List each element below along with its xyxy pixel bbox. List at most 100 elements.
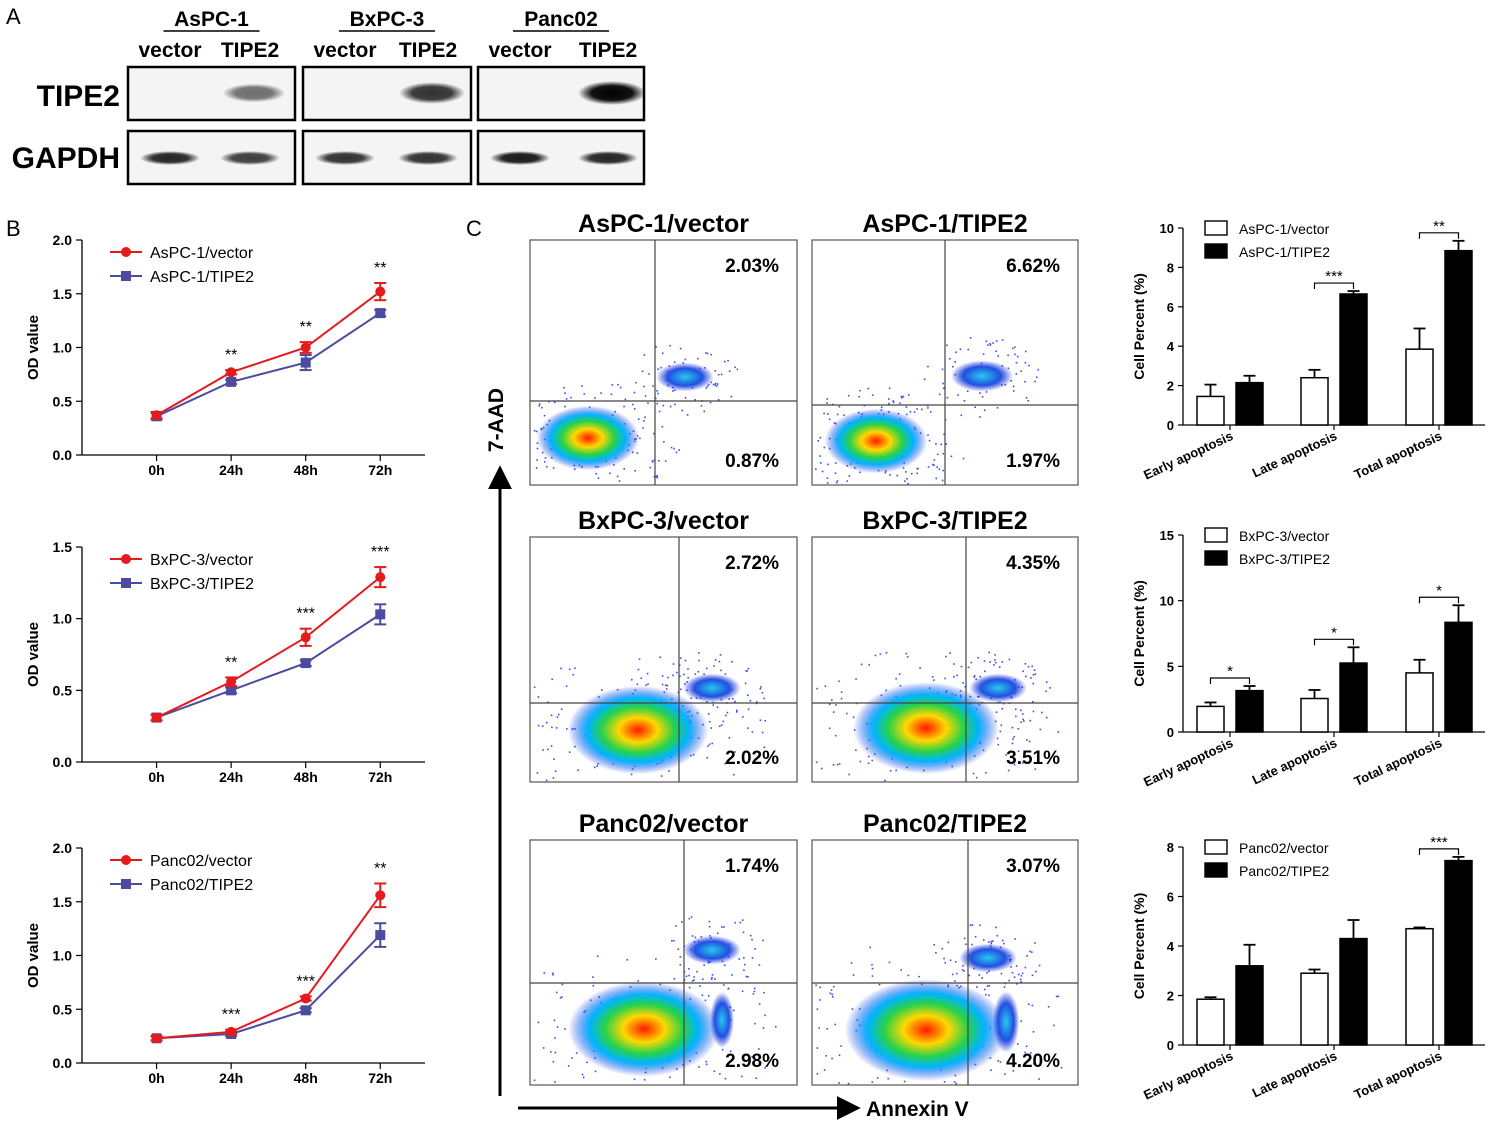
event-dot [1024, 966, 1027, 969]
flow-plot: BxPC-3/TIPE2 4.35% 3.51% [811, 507, 1079, 783]
event-dot [557, 713, 560, 716]
legend-swatch [1204, 220, 1228, 236]
flow-plot: Panc02/vector 1.74% 2.98% [529, 810, 798, 1086]
event-dot [962, 457, 965, 460]
event-dot [548, 400, 550, 403]
event-dot [991, 940, 994, 942]
event-dot [967, 348, 970, 351]
event-dot [768, 1056, 770, 1059]
legend-label: AsPC-1/TIPE2 [150, 269, 254, 286]
event-dot [717, 399, 720, 401]
legend-marker [121, 879, 131, 889]
event-dot [859, 389, 861, 392]
event-dot [535, 430, 538, 433]
event-dot [1034, 673, 1037, 675]
data-point [151, 1033, 162, 1044]
event-dot [687, 677, 689, 679]
event-dot [533, 430, 536, 432]
x-tick-label: Late apoptosis [1250, 1048, 1339, 1100]
event-dot [719, 654, 722, 656]
event-dot [998, 666, 1001, 668]
event-dot [723, 926, 725, 928]
event-dot [573, 468, 576, 471]
apoptosis-chart-panc02: 0 2 4 6 8 Cell Percent (%) Early apoptosis Late… [1131, 834, 1485, 1103]
event-dot [901, 396, 903, 399]
event-dot [567, 1065, 570, 1067]
event-dot [950, 455, 953, 458]
event-dot [949, 959, 952, 962]
density-cluster [683, 673, 741, 703]
lower-right-percent: 1.97% [1006, 451, 1060, 472]
event-dot [741, 919, 744, 921]
event-dot [1032, 673, 1035, 676]
lane-label: TIPE2 [399, 39, 457, 62]
significance-marker: *** [296, 606, 315, 623]
event-dot [979, 416, 981, 418]
event-dot [867, 755, 870, 758]
legend-swatch [1204, 839, 1228, 855]
event-dot [688, 974, 690, 977]
event-dot [707, 994, 710, 997]
event-dot [554, 1081, 556, 1083]
x-tick-label: 24h [219, 769, 243, 785]
event-dot [705, 387, 708, 389]
event-dot [652, 385, 654, 387]
flow-plot-title: AsPC-1/vector [578, 210, 749, 238]
event-dot [631, 403, 634, 406]
event-dot [1039, 728, 1042, 731]
event-dot [816, 1008, 819, 1010]
event-dot [634, 469, 636, 472]
event-dot [595, 472, 597, 475]
bar [1235, 965, 1264, 1046]
event-dot [951, 973, 954, 976]
event-dot [824, 685, 827, 687]
data-point [375, 286, 386, 297]
event-dot [731, 974, 733, 976]
density-cluster [567, 685, 709, 775]
event-dot [560, 667, 562, 670]
x-tick-label: 48h [294, 769, 318, 785]
event-dot [871, 963, 873, 966]
event-dot [700, 405, 703, 407]
y-tick-label: 1.0 [53, 948, 73, 964]
event-dot [1032, 710, 1035, 713]
density-cluster [568, 981, 720, 1077]
event-dot [1034, 942, 1036, 944]
event-dot [1020, 1020, 1023, 1022]
event-dot [1024, 350, 1027, 353]
data-point [226, 367, 237, 378]
event-dot [1053, 1024, 1055, 1027]
event-dot [887, 1077, 890, 1080]
event-dot [983, 988, 986, 991]
event-dot [661, 425, 664, 428]
event-dot [835, 704, 837, 706]
event-dot [973, 676, 975, 678]
event-dot [884, 779, 886, 782]
event-dot [888, 387, 891, 390]
event-dot [1024, 663, 1027, 665]
event-dot [724, 360, 726, 363]
event-dot [963, 970, 965, 972]
event-dot [731, 660, 733, 663]
lane-label: vector [488, 39, 551, 62]
event-dot [859, 471, 861, 474]
event-dot [1013, 763, 1016, 766]
tipe2-band [578, 81, 646, 105]
gapdh-band [220, 151, 280, 165]
data-point [151, 410, 162, 421]
event-dot [1005, 754, 1007, 756]
event-dot [759, 719, 762, 721]
event-dot [982, 353, 985, 355]
event-dot [677, 691, 680, 694]
data-point [226, 1026, 237, 1037]
bar [1339, 662, 1368, 733]
event-dot [764, 1067, 766, 1069]
event-dot [537, 724, 540, 727]
event-dot [661, 352, 664, 355]
event-dot [975, 776, 978, 779]
event-dot [931, 676, 934, 678]
event-dot [658, 410, 661, 413]
event-dot [818, 1027, 821, 1029]
legend-label: AsPC-1/TIPE2 [1239, 244, 1330, 260]
